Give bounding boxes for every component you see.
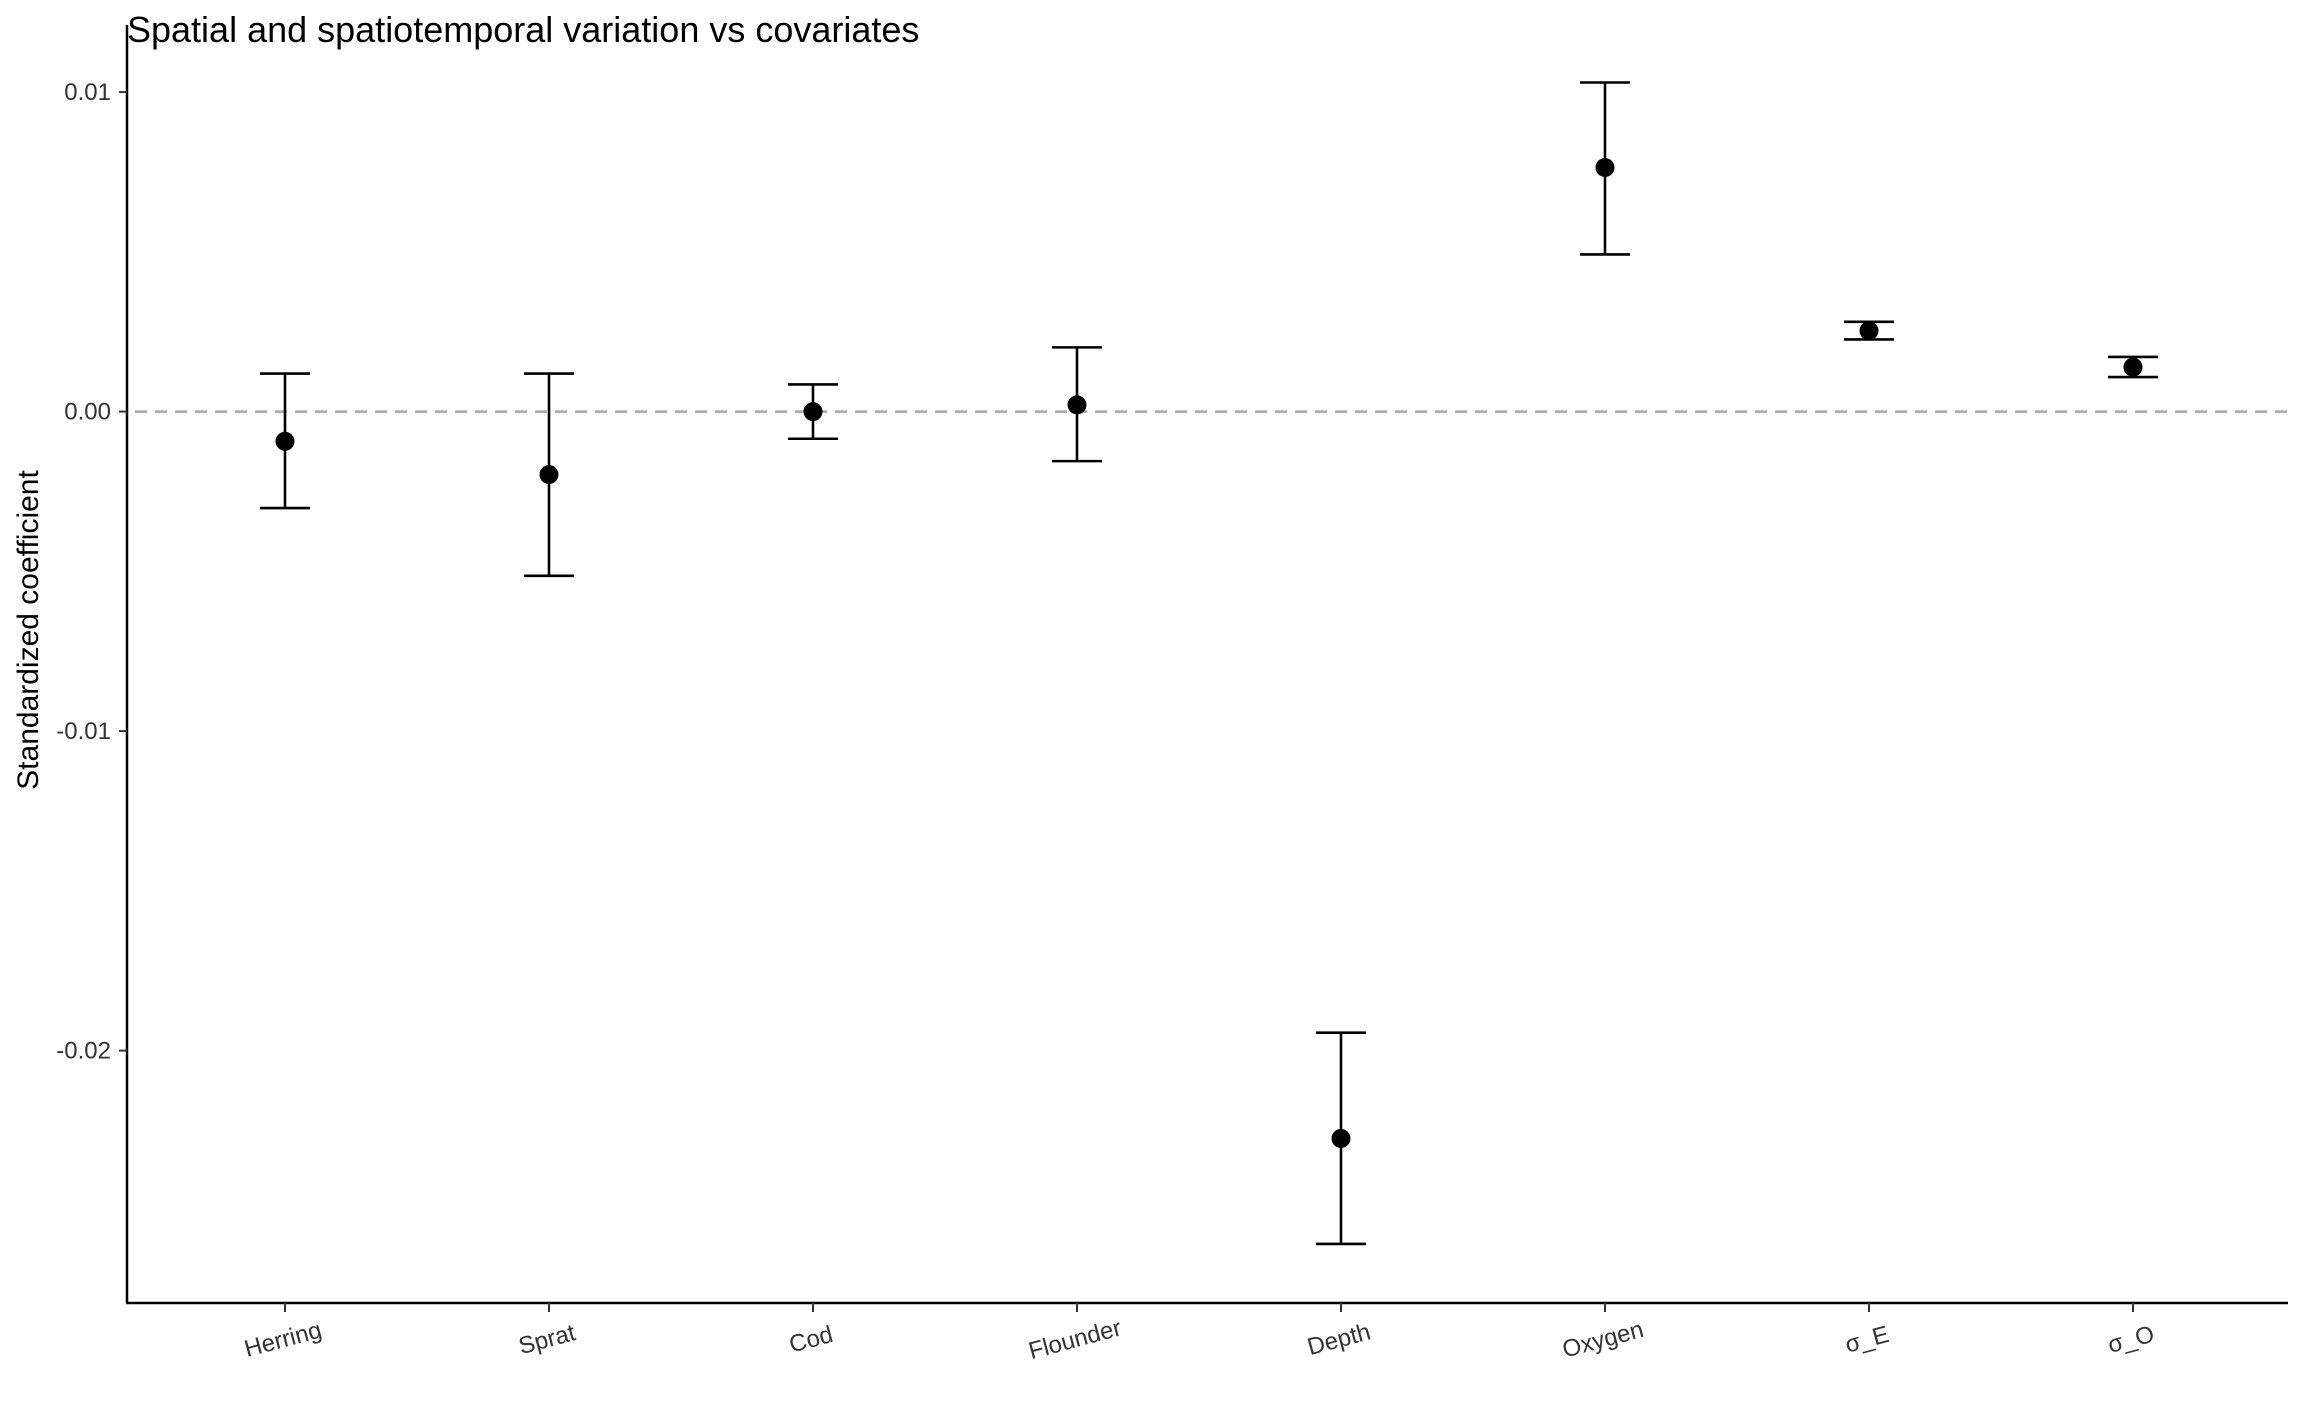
- data-point: [539, 465, 559, 485]
- x-tick-label: σ_O: [2105, 1321, 2157, 1359]
- y-ticks: -0.02 -0.01 0.00 0.01: [56, 79, 127, 1065]
- point-group: [1844, 320, 1894, 341]
- data-point: [1595, 157, 1615, 177]
- point-group: [1052, 346, 1102, 463]
- point-group: [524, 372, 574, 578]
- point-group: [788, 383, 838, 441]
- x-tick-label: Depth: [1305, 1318, 1374, 1361]
- point-group: [1580, 81, 1630, 256]
- y-tick-label: 0.00: [64, 399, 111, 426]
- data-point: [803, 402, 823, 422]
- x-tick-label: σ_E: [1842, 1321, 1892, 1359]
- y-tick-label: -0.02: [56, 1038, 111, 1065]
- data-point: [1859, 321, 1879, 341]
- y-tick-label: -0.01: [56, 718, 111, 745]
- y-axis-label: Standardized coefficient: [12, 470, 45, 790]
- point-group: [2108, 355, 2158, 379]
- data-point: [2123, 357, 2143, 377]
- point-group: [260, 372, 310, 510]
- data-point: [275, 431, 295, 451]
- x-tick-label: Herring: [242, 1317, 325, 1363]
- x-tick-label: Sprat: [516, 1319, 579, 1360]
- point-group: [1316, 1031, 1366, 1246]
- x-tick-label: Cod: [786, 1321, 836, 1358]
- y-tick-label: 0.01: [64, 79, 111, 106]
- data-point: [1331, 1128, 1351, 1148]
- x-tick-label: Flounder: [1026, 1314, 1124, 1365]
- chart-title: Spatial and spatiotemporal variation vs …: [127, 9, 919, 50]
- data-point: [1067, 395, 1087, 415]
- x-ticks: Herring Sprat Cod Flounder Depth Oxygen σ_E σ_O: [242, 1303, 2157, 1365]
- data-marks: [260, 81, 2158, 1246]
- x-tick-label: Oxygen: [1560, 1316, 1647, 1363]
